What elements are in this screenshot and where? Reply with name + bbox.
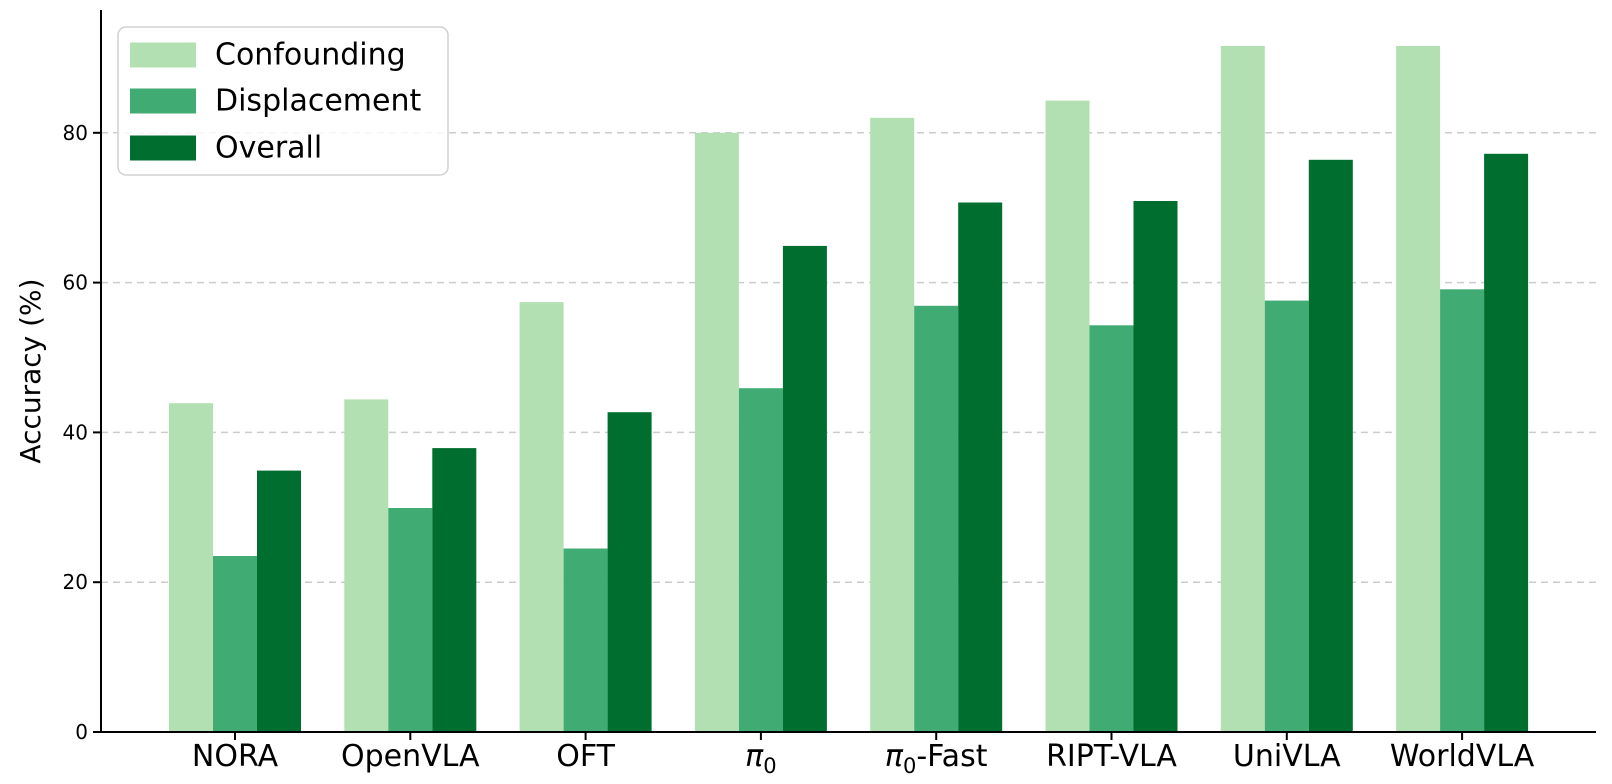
bar-OFT-displacement (563, 548, 608, 732)
bar-UniVLA-displacement (1264, 300, 1309, 732)
bar-π0-overall (782, 245, 827, 732)
bar-π0-displacement (738, 388, 783, 732)
bar-OpenVLA-overall (432, 448, 477, 732)
bar-NORA-displacement (213, 556, 257, 732)
bar-OpenVLA-confounding (344, 399, 389, 732)
bar-π0Fast-confounding (870, 117, 915, 733)
legend-label-displacement: Displacement (215, 84, 421, 119)
x-tick-label-1: OpenVLA (341, 739, 480, 774)
x-tick-label-7: WorldVLA (1390, 739, 1535, 774)
bar-UniVLA-confounding (1220, 45, 1265, 732)
x-tick-label-5: RIPT-VLA (1046, 739, 1177, 774)
y-tick-label-80: 80 (63, 121, 88, 145)
bar-UniVLA-overall (1308, 159, 1353, 733)
legend-swatch-overall (130, 135, 196, 161)
x-tick-label-4: π0-Fast (885, 739, 988, 778)
x-tick-label-0: NORA (192, 739, 279, 774)
bar-RIPTVLA-displacement (1089, 325, 1134, 732)
legend-box (117, 26, 449, 176)
x-tick-label-2: OFT (556, 739, 615, 774)
y-tick-label-0: 0 (75, 720, 88, 744)
legend-swatch-displacement (130, 88, 196, 114)
bar-NORA-overall (257, 470, 301, 732)
legend-label-overall: Overall (215, 131, 322, 166)
bar-WorldVLA-confounding (1396, 45, 1441, 732)
legend-label-confounding: Confounding (215, 38, 406, 73)
x-tick-label-3: π0 (745, 739, 776, 778)
bar-π0Fast-overall (958, 202, 1003, 732)
bar-π0-confounding (694, 132, 739, 733)
y-tick-label-40: 40 (63, 420, 88, 444)
legend: Confounding Displacement Overall (117, 26, 449, 176)
bar-OpenVLA-displacement (388, 508, 433, 732)
y-tick-label-60: 60 (63, 271, 88, 295)
y-tick-label-20: 20 (63, 570, 88, 594)
bar-WorldVLA-overall (1484, 153, 1529, 733)
bar-RIPTVLA-overall (1133, 201, 1178, 732)
bar-OFT-overall (607, 412, 652, 732)
x-tick-label-6: UniVLA (1233, 739, 1341, 774)
y-axis-label: Accuracy (%) (14, 278, 47, 463)
bar-RIPTVLA-confounding (1045, 100, 1090, 733)
bar-NORA-confounding (169, 403, 213, 732)
bar-WorldVLA-displacement (1440, 289, 1485, 732)
legend-swatch-confounding (130, 42, 196, 68)
bar-OFT-confounding (519, 302, 564, 732)
bar-π0Fast-displacement (914, 305, 959, 732)
